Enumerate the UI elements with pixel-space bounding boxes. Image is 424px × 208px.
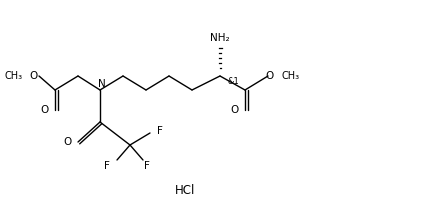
Text: O: O bbox=[266, 71, 274, 81]
Text: F: F bbox=[144, 161, 150, 171]
Text: O: O bbox=[29, 71, 37, 81]
Text: O: O bbox=[231, 105, 239, 115]
Text: HCl: HCl bbox=[175, 183, 195, 197]
Text: F: F bbox=[157, 126, 163, 136]
Text: &1: &1 bbox=[227, 77, 239, 85]
Text: O: O bbox=[41, 105, 49, 115]
Text: O: O bbox=[64, 137, 72, 147]
Text: N: N bbox=[98, 79, 106, 89]
Text: CH₃: CH₃ bbox=[282, 71, 300, 81]
Text: F: F bbox=[104, 161, 110, 171]
Text: CH₃: CH₃ bbox=[5, 71, 23, 81]
Text: NH₂: NH₂ bbox=[210, 33, 230, 43]
